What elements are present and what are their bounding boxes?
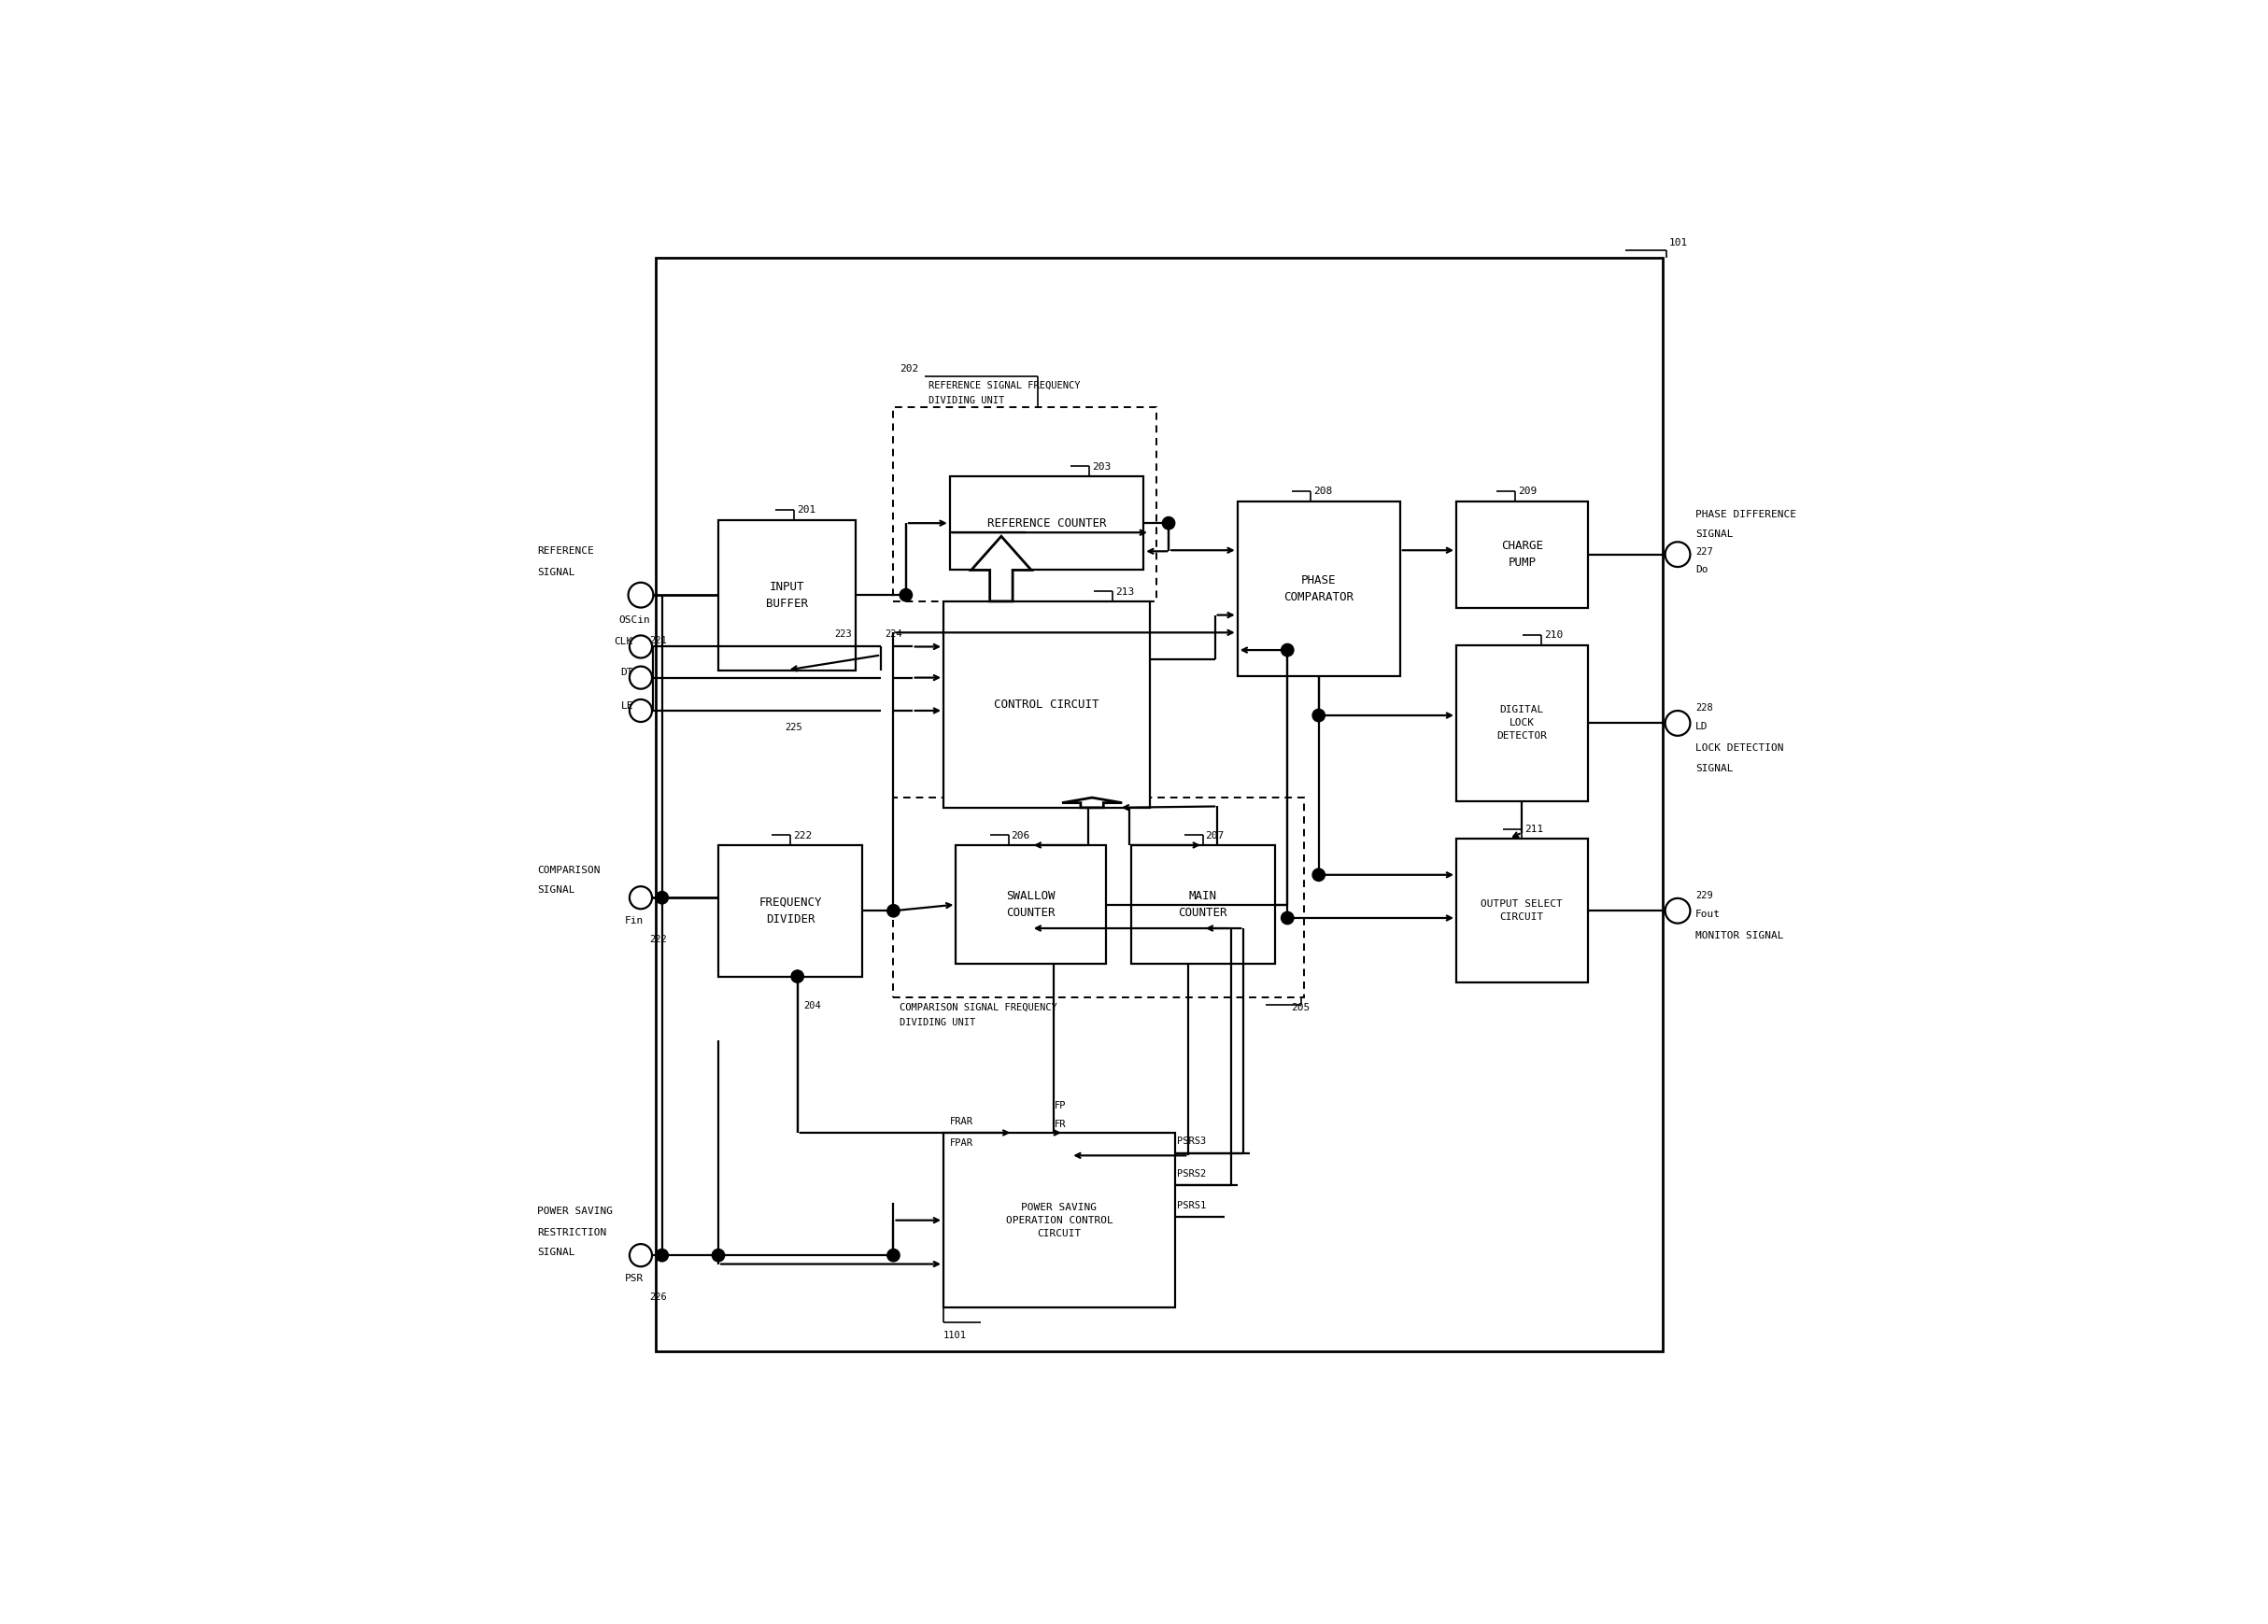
Circle shape <box>1281 643 1293 656</box>
FancyBboxPatch shape <box>1238 502 1399 676</box>
Text: 206: 206 <box>1012 831 1030 840</box>
Text: INPUT
BUFFER: INPUT BUFFER <box>767 580 807 609</box>
Text: SIGNAL: SIGNAL <box>1694 529 1733 539</box>
Text: Fin: Fin <box>626 916 644 926</box>
Text: 211: 211 <box>1524 825 1542 833</box>
FancyBboxPatch shape <box>943 601 1150 807</box>
Circle shape <box>1161 516 1175 529</box>
Text: DIVIDING UNIT: DIVIDING UNIT <box>900 1018 975 1026</box>
Text: 101: 101 <box>1669 239 1687 247</box>
Text: FPAR: FPAR <box>950 1138 973 1148</box>
Text: 224: 224 <box>885 630 903 640</box>
Text: 209: 209 <box>1517 487 1538 497</box>
Circle shape <box>655 1249 669 1262</box>
Text: FR: FR <box>1055 1119 1066 1129</box>
FancyBboxPatch shape <box>950 476 1143 570</box>
Polygon shape <box>971 536 1032 601</box>
Text: OUTPUT SELECT
CIRCUIT: OUTPUT SELECT CIRCUIT <box>1481 900 1563 922</box>
Text: SIGNAL: SIGNAL <box>1694 763 1733 773</box>
Circle shape <box>712 1249 723 1262</box>
Circle shape <box>1313 710 1325 721</box>
Text: 226: 226 <box>649 1293 667 1302</box>
Text: LD: LD <box>1694 723 1708 732</box>
Text: PSRS1: PSRS1 <box>1177 1202 1207 1210</box>
FancyBboxPatch shape <box>1132 844 1275 965</box>
Text: 228: 228 <box>1694 703 1712 713</box>
Text: 222: 222 <box>794 831 812 840</box>
FancyBboxPatch shape <box>1456 502 1588 607</box>
Text: 207: 207 <box>1207 831 1225 840</box>
Text: OSCin: OSCin <box>619 615 651 624</box>
Text: REFERENCE SIGNAL FREQUENCY: REFERENCE SIGNAL FREQUENCY <box>928 380 1080 390</box>
Text: PSR: PSR <box>626 1275 644 1283</box>
Text: PHASE DIFFERENCE: PHASE DIFFERENCE <box>1694 510 1796 520</box>
Text: SIGNAL: SIGNAL <box>538 885 574 895</box>
Text: COMPARISON: COMPARISON <box>538 866 601 875</box>
Text: POWER SAVING: POWER SAVING <box>538 1207 612 1216</box>
FancyBboxPatch shape <box>719 844 862 976</box>
Text: SWALLOW
COUNTER: SWALLOW COUNTER <box>1007 890 1055 919</box>
FancyBboxPatch shape <box>957 844 1107 965</box>
Text: CLK: CLK <box>615 637 633 646</box>
Circle shape <box>655 892 669 905</box>
Text: 225: 225 <box>785 723 803 732</box>
FancyBboxPatch shape <box>943 1134 1175 1307</box>
Text: 213: 213 <box>1116 586 1134 596</box>
Text: RESTRICTION: RESTRICTION <box>538 1228 606 1237</box>
FancyBboxPatch shape <box>1456 840 1588 983</box>
Circle shape <box>792 970 803 983</box>
FancyBboxPatch shape <box>655 258 1662 1351</box>
Text: 205: 205 <box>1290 1002 1311 1012</box>
Text: SIGNAL: SIGNAL <box>538 568 574 577</box>
Text: Do: Do <box>1694 565 1708 573</box>
Text: LE: LE <box>621 702 633 710</box>
Text: 204: 204 <box>803 1002 821 1010</box>
Text: MAIN
COUNTER: MAIN COUNTER <box>1179 890 1227 919</box>
Text: LOCK DETECTION: LOCK DETECTION <box>1694 744 1783 754</box>
Text: REFERENCE COUNTER: REFERENCE COUNTER <box>987 516 1107 529</box>
Text: PSRS2: PSRS2 <box>1177 1169 1207 1179</box>
Text: Fout: Fout <box>1694 909 1721 919</box>
Text: 203: 203 <box>1091 461 1111 471</box>
FancyBboxPatch shape <box>1456 645 1588 801</box>
Text: 1101: 1101 <box>943 1330 966 1340</box>
Text: 227: 227 <box>1694 547 1712 557</box>
Text: 208: 208 <box>1313 487 1331 497</box>
Text: DIVIDING UNIT: DIVIDING UNIT <box>928 396 1005 404</box>
Text: CHARGE
PUMP: CHARGE PUMP <box>1501 539 1542 568</box>
Text: 210: 210 <box>1545 630 1563 640</box>
Text: 222: 222 <box>649 935 667 945</box>
Text: FREQUENCY
DIVIDER: FREQUENCY DIVIDER <box>760 896 821 926</box>
Circle shape <box>1313 869 1325 882</box>
Circle shape <box>887 905 900 918</box>
Text: 202: 202 <box>900 364 919 374</box>
Circle shape <box>900 590 912 601</box>
Text: FRAR: FRAR <box>950 1117 973 1127</box>
Text: PSRS3: PSRS3 <box>1177 1137 1207 1147</box>
Text: DIGITAL
LOCK
DETECTOR: DIGITAL LOCK DETECTOR <box>1497 705 1547 741</box>
Text: 201: 201 <box>796 505 816 515</box>
FancyBboxPatch shape <box>719 520 855 671</box>
Text: MONITOR SIGNAL: MONITOR SIGNAL <box>1694 931 1783 940</box>
Text: 221: 221 <box>649 637 667 646</box>
Polygon shape <box>1061 797 1123 807</box>
Text: POWER SAVING
OPERATION CONTROL
CIRCUIT: POWER SAVING OPERATION CONTROL CIRCUIT <box>1005 1202 1114 1237</box>
Circle shape <box>887 1249 900 1262</box>
Text: COMPARISON SIGNAL FREQUENCY: COMPARISON SIGNAL FREQUENCY <box>900 1002 1057 1012</box>
Text: DT: DT <box>621 667 633 677</box>
Text: CONTROL CIRCUIT: CONTROL CIRCUIT <box>993 698 1100 711</box>
Text: 223: 223 <box>835 630 853 640</box>
Circle shape <box>1281 911 1293 924</box>
Text: 229: 229 <box>1694 892 1712 900</box>
Text: FP: FP <box>1055 1101 1066 1111</box>
Text: REFERENCE: REFERENCE <box>538 547 594 555</box>
Text: SIGNAL: SIGNAL <box>538 1249 574 1257</box>
Text: PHASE
COMPARATOR: PHASE COMPARATOR <box>1284 575 1354 603</box>
